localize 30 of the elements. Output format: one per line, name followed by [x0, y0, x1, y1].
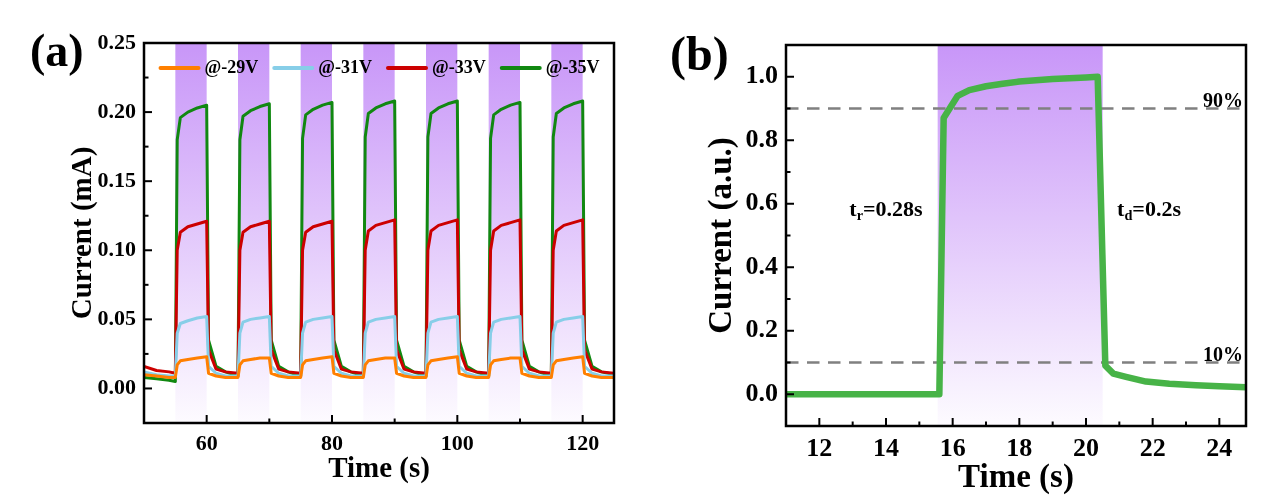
x-tick-label: 22 [1139, 433, 1166, 463]
y-tick-label: 0.25 [97, 28, 136, 54]
y-axis-title: Current (a.u.) [701, 137, 739, 334]
x-tick-label: 120 [566, 429, 600, 455]
y-tick-label: 0.15 [97, 166, 136, 192]
legend-label: @-35V [545, 56, 600, 77]
x-tick-label: 14 [873, 433, 899, 463]
x-tick-label: 100 [440, 429, 474, 455]
y-tick-label: 0.00 [97, 374, 136, 400]
y-tick-label: 1.0 [745, 60, 778, 90]
chart-title: (a) [30, 24, 84, 76]
chart-title: (b) [670, 27, 729, 82]
y-tick-label: 0.0 [745, 377, 778, 407]
legend-label: @-31V [318, 56, 373, 77]
y-tick-label: 0.05 [97, 305, 136, 331]
y-tick-label: 0.10 [97, 235, 136, 261]
legend-label: @-33V [432, 56, 486, 77]
y-tick-label: 0.8 [745, 123, 778, 153]
y-tick-label: 0.6 [745, 187, 778, 217]
x-tick-label: 24 [1206, 433, 1233, 463]
x-tick-label: 12 [806, 433, 833, 463]
ref-line-label: 10% [1203, 342, 1243, 365]
y-tick-label: 0.2 [745, 314, 778, 344]
legend-label: @-29V [204, 56, 259, 77]
y-tick-label: 0.20 [97, 97, 136, 123]
x-tick-label: 20 [1073, 433, 1099, 463]
x-tick-label: 60 [195, 429, 218, 455]
ref-line-label: 90% [1203, 88, 1243, 111]
y-axis-title: Current (mA) [65, 146, 99, 320]
y-tick-label: 0.4 [745, 250, 778, 280]
